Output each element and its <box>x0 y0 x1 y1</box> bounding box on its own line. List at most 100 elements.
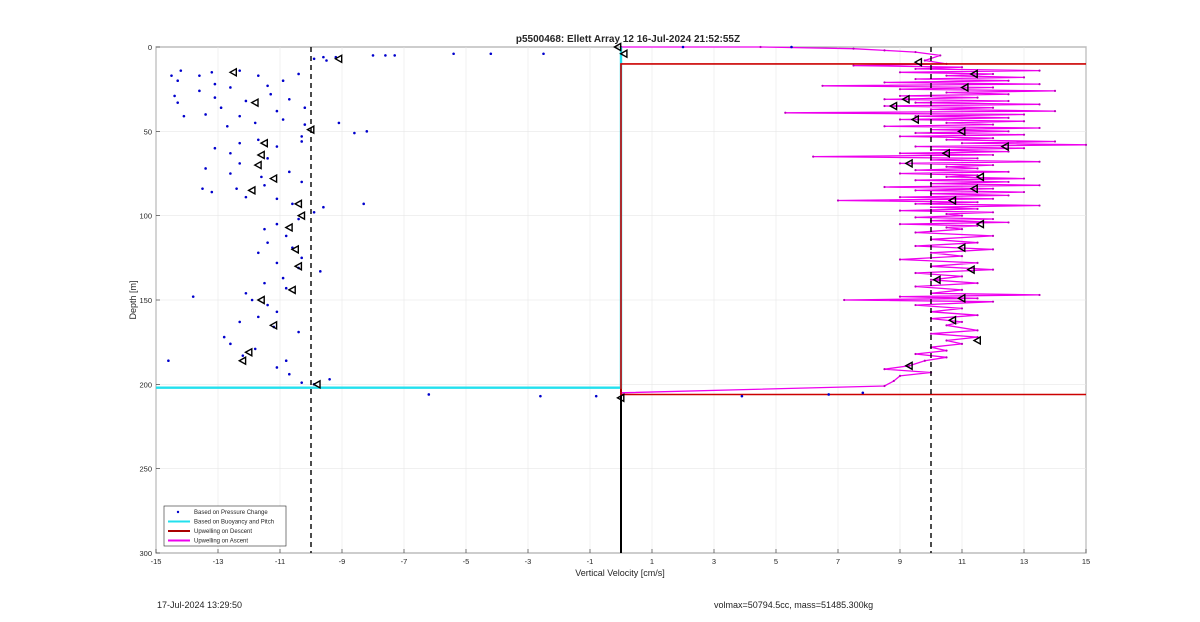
ascent-point <box>836 199 840 202</box>
ascent-point <box>1007 180 1010 184</box>
ascent-point <box>914 231 917 234</box>
ascent-point <box>976 167 979 170</box>
ascent-point <box>1038 204 1041 207</box>
ascent-point <box>883 104 886 108</box>
ascent-point <box>1038 69 1041 72</box>
ascent-point <box>883 98 886 101</box>
pressure-change-point <box>371 54 375 57</box>
ascent-point <box>960 320 964 324</box>
legend-label: Upwelling on Descent <box>194 529 252 535</box>
ascent-point <box>1007 194 1010 197</box>
y-tick-label: 300 <box>139 549 152 558</box>
ascent-marker <box>947 195 957 206</box>
pressure-change-point <box>244 99 248 103</box>
descent-marker <box>256 150 265 160</box>
ascent-point <box>945 339 948 342</box>
pressure-change-point <box>263 184 266 187</box>
y-tick-label: 100 <box>139 212 152 221</box>
pressure-change-point <box>300 135 304 138</box>
pressure-change-point <box>176 79 179 83</box>
pressure-change-point <box>260 175 263 179</box>
ascent-point <box>1007 221 1010 224</box>
pressure-change-point <box>238 69 241 72</box>
ascent-point <box>991 300 995 303</box>
ascent-point <box>1084 143 1088 146</box>
ascent-point <box>1007 170 1010 173</box>
ascent-point <box>976 297 979 300</box>
ascent-point <box>1038 160 1041 163</box>
descent-marker <box>244 347 253 357</box>
pressure-change-point <box>284 286 288 290</box>
pressure-change-point <box>681 45 685 49</box>
pressure-change-point <box>300 256 304 260</box>
pressure-change-point <box>281 79 285 83</box>
ascent-marker <box>969 69 978 79</box>
pressure-change-point <box>384 54 387 57</box>
ascent-point <box>914 131 917 135</box>
ascent-point <box>1053 89 1057 92</box>
ascent-point <box>960 275 964 278</box>
pressure-change-point <box>253 121 257 125</box>
pressure-change-point <box>275 310 279 314</box>
ascent-point <box>960 142 964 145</box>
pressure-change-point <box>288 97 291 101</box>
ascent-point <box>929 332 933 335</box>
descent-marker <box>287 285 296 295</box>
descent-marker <box>306 124 315 135</box>
descent-marker <box>247 185 256 196</box>
ascent-point <box>898 223 902 226</box>
pressure-change-point <box>303 106 307 110</box>
ascent-point <box>1038 293 1041 297</box>
ascent-point <box>976 157 979 160</box>
x-tick-label: 1 <box>650 557 654 566</box>
ascent-marker <box>888 101 898 111</box>
ascent-point <box>1007 130 1010 133</box>
descent-marker <box>293 261 303 271</box>
ascent-point <box>914 202 917 205</box>
x-tick-label: 9 <box>898 557 902 566</box>
descent-marker <box>312 379 321 390</box>
pressure-change-point <box>263 281 266 285</box>
ascent-marker <box>969 183 978 194</box>
pressure-change-point <box>300 140 304 143</box>
ascent-point <box>898 258 902 261</box>
ascent-point <box>784 111 787 114</box>
legend-box <box>163 505 287 547</box>
ascent-point <box>892 379 895 383</box>
footer-timestamp: 17-Jul-2024 13:29:50 <box>157 600 243 610</box>
pressure-change-point <box>167 359 170 363</box>
ascent-point <box>960 307 964 310</box>
descent-marker <box>296 210 306 221</box>
ascent-marker <box>904 158 913 169</box>
ascent-point <box>908 364 911 367</box>
ascent-point <box>1007 93 1010 96</box>
ascent-point <box>945 91 948 94</box>
x-tick-label: -13 <box>213 557 224 566</box>
ascent-point <box>991 197 995 200</box>
y-tick-label: 150 <box>139 296 152 305</box>
ascent-point <box>914 352 917 356</box>
ascent-point <box>914 271 917 275</box>
ascent-point <box>883 125 886 128</box>
pressure-change-point <box>173 94 176 98</box>
ticks: -15 -13 -11 -9 -7 -5 -3 -1 1 3 5 7 9 11 13 150501001502… <box>139 43 1090 566</box>
ascent-point <box>914 285 917 288</box>
ascent-point <box>898 209 902 212</box>
ascent-point <box>821 84 824 87</box>
ascent-point <box>759 45 762 49</box>
pressure-change-point <box>365 130 369 133</box>
ascent-point <box>898 196 902 199</box>
ascent-point <box>898 118 902 121</box>
x-tick-label: 5 <box>774 557 778 566</box>
pressure-change-point <box>322 55 325 59</box>
descent-marker <box>259 138 268 148</box>
pressure-change-point <box>244 195 248 199</box>
ascent-point <box>960 288 964 291</box>
pressure-change-point <box>288 170 291 174</box>
pressure-change-point <box>319 270 322 273</box>
ascent-point <box>945 165 948 168</box>
pressure-change-point <box>198 74 201 77</box>
ascent-point <box>939 54 942 57</box>
ascent-marker <box>932 275 941 285</box>
y-tick-label: 250 <box>139 465 152 474</box>
